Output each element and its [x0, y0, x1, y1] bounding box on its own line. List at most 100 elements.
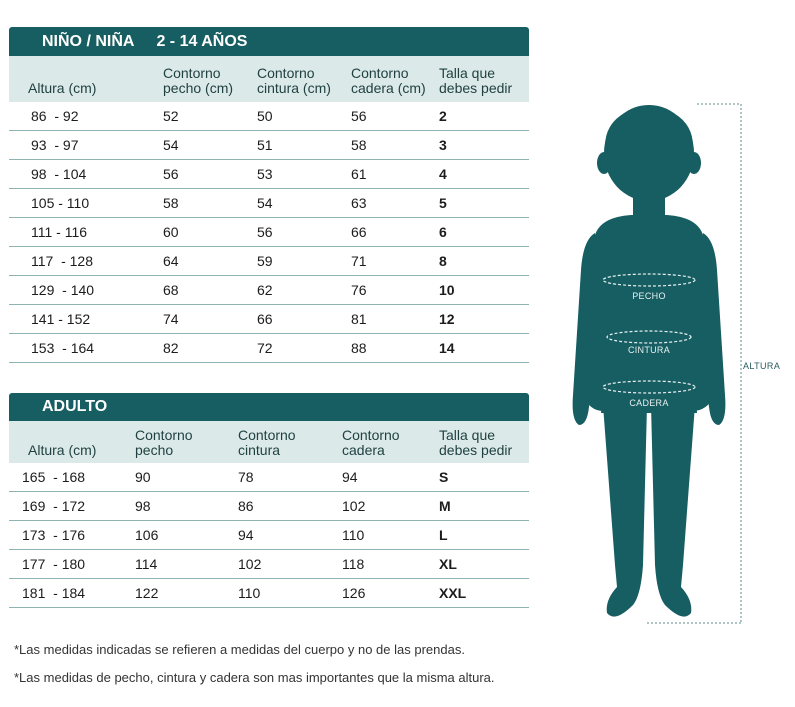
chest-cell: 52: [163, 108, 179, 124]
hip-cell: 88: [351, 340, 367, 356]
hip-cell: 63: [351, 195, 367, 211]
table-row: 141 - 152 74 66 81 12: [9, 305, 529, 334]
size-cell: 4: [439, 166, 447, 182]
child-silhouette: [572, 105, 726, 617]
kids-column-headers: Altura (cm) Contorno pecho (cm) Contorno…: [9, 56, 529, 102]
hip-cell: 110: [342, 527, 365, 543]
hip-cell: 81: [351, 311, 367, 327]
waist-cell: 54: [257, 195, 273, 211]
table-row: 169 - 172 98 86 102 M: [9, 492, 529, 521]
hip-label: CADERA: [629, 398, 668, 408]
size-cell: 2: [439, 108, 447, 124]
size-cell: 5: [439, 195, 447, 211]
column-header-chest: Contorno pecho (cm): [163, 65, 234, 96]
footnote-body-measurements: *Las medidas indicadas se refieren a med…: [14, 642, 465, 657]
height-label: ALTURA: [743, 361, 780, 371]
chest-cell: 58: [163, 195, 179, 211]
column-header-height: Altura (cm): [28, 442, 97, 458]
table-row: 111 - 116 60 56 66 6: [9, 218, 529, 247]
size-cell: 14: [439, 340, 455, 356]
chest-cell: 68: [163, 282, 179, 298]
column-header-size: Talla que debes pedir: [439, 427, 513, 458]
hip-measurement-line: [602, 380, 696, 394]
waist-cell: 62: [257, 282, 273, 298]
size-cell: 8: [439, 253, 447, 269]
kids-age-range: 2 - 14 AÑOS: [156, 32, 248, 50]
height-range-cell: 86 - 92: [31, 108, 79, 124]
chest-measurement-line: [602, 273, 696, 287]
chest-cell: 98: [135, 498, 151, 514]
column-header-hip: Contorno cadera: [342, 427, 400, 458]
size-cell: XL: [439, 556, 457, 572]
column-header-size: Talla que debes pedir: [439, 65, 513, 96]
adult-size-table: ADULTO Altura (cm) Contorno pecho Contor…: [9, 393, 529, 608]
hip-cell: 126: [342, 585, 366, 601]
adult-table-body: 165 - 168 90 78 94 S 169 - 172 98 86 102 M 173 - 1…: [9, 463, 529, 608]
height-range-cell: 105 - 110: [31, 195, 90, 211]
hip-cell: 58: [351, 137, 367, 153]
size-cell: XXL: [439, 585, 467, 601]
kids-size-table: NIÑO / NIÑA 2 - 14 AÑOS Altura (cm) Cont…: [9, 27, 529, 363]
column-header-chest: Contorno pecho: [135, 427, 193, 458]
table-row: 177 - 180 114 102 118 XL: [9, 550, 529, 579]
waist-cell: 53: [257, 166, 273, 182]
height-range-cell: 177 - 180: [22, 556, 86, 572]
chest-cell: 56: [163, 166, 179, 182]
table-row: 181 - 184 122 110 126 XXL: [9, 579, 529, 608]
table-row: 165 - 168 90 78 94 S: [9, 463, 529, 492]
kids-table-header: NIÑO / NIÑA 2 - 14 AÑOS: [9, 27, 529, 56]
column-header-waist: Contorno cintura: [238, 427, 296, 458]
waist-cell: 78: [238, 469, 254, 485]
waist-cell: 72: [257, 340, 273, 356]
table-row: 86 - 92 52 50 56 2: [9, 102, 529, 131]
waist-label: CINTURA: [628, 345, 670, 355]
height-range-cell: 181 - 184: [22, 585, 86, 601]
hip-cell: 66: [351, 224, 367, 240]
kids-table-title: NIÑO / NIÑA: [42, 32, 135, 50]
chest-cell: 54: [163, 137, 179, 153]
height-range-cell: 117 - 128: [31, 253, 94, 269]
height-range-cell: 153 - 164: [31, 340, 95, 356]
kids-table-body: 86 - 92 52 50 56 2 93 - 97 54 51 58 3 98 - 104 56 53…: [9, 102, 529, 363]
size-cell: 3: [439, 137, 447, 153]
hip-cell: 56: [351, 108, 367, 124]
waist-cell: 86: [238, 498, 254, 514]
size-cell: M: [439, 498, 451, 514]
chest-cell: 74: [163, 311, 179, 327]
hip-cell: 71: [351, 253, 367, 269]
footnote-importance: *Las medidas de pecho, cintura y cadera …: [14, 670, 495, 685]
hip-cell: 118: [342, 556, 365, 572]
column-header-hip: Contorno cadera (cm): [351, 65, 426, 96]
hip-cell: 94: [342, 469, 358, 485]
size-cell: 6: [439, 224, 447, 240]
waist-cell: 56: [257, 224, 273, 240]
table-row: 153 - 164 82 72 88 14: [9, 334, 529, 363]
size-cell: S: [439, 469, 449, 485]
waist-cell: 94: [238, 527, 254, 543]
waist-cell: 50: [257, 108, 273, 124]
height-range-cell: 93 - 97: [31, 137, 79, 153]
waist-cell: 110: [238, 585, 261, 601]
chest-cell: 82: [163, 340, 179, 356]
waist-cell: 51: [257, 137, 273, 153]
chest-label: PECHO: [632, 291, 666, 301]
chest-cell: 122: [135, 585, 159, 601]
table-row: 173 - 176 106 94 110 L: [9, 521, 529, 550]
height-range-cell: 165 - 168: [22, 469, 86, 485]
adult-column-headers: Altura (cm) Contorno pecho Contorno cint…: [9, 421, 529, 463]
size-cell: 10: [439, 282, 455, 298]
height-range-cell: 141 - 152: [31, 311, 91, 327]
adult-table-header: ADULTO: [9, 393, 529, 421]
size-cell: 12: [439, 311, 455, 327]
height-range-cell: 111 - 116: [31, 224, 88, 240]
table-row: 93 - 97 54 51 58 3: [9, 131, 529, 160]
height-range-cell: 129 - 140: [31, 282, 95, 298]
column-header-waist: Contorno cintura (cm): [257, 65, 331, 96]
waist-measurement-line: [606, 330, 692, 344]
chest-cell: 60: [163, 224, 179, 240]
height-range-cell: 173 - 176: [22, 527, 86, 543]
chest-cell: 114: [135, 556, 158, 572]
hip-cell: 102: [342, 498, 366, 514]
adult-table-title: ADULTO: [42, 398, 108, 415]
table-row: 98 - 104 56 53 61 4: [9, 160, 529, 189]
